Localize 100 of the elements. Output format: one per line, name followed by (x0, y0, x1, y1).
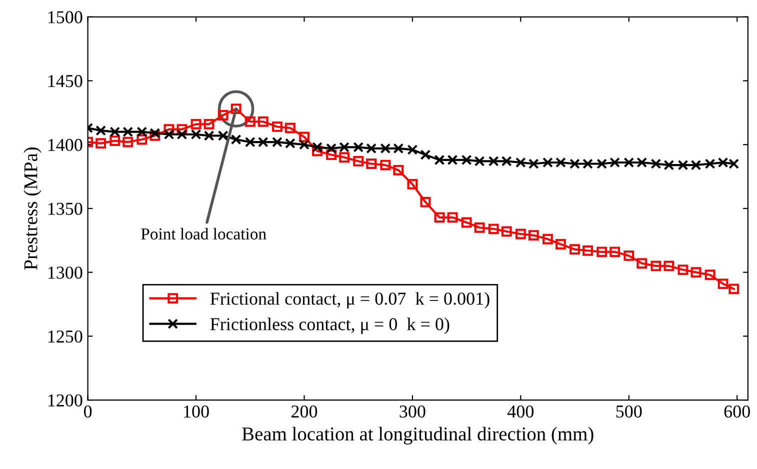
point (555, 157, 566, 168)
point (636, 157, 648, 168)
point (393, 143, 404, 154)
point (420, 150, 431, 160)
point (164, 124, 174, 134)
point (122, 136, 134, 148)
point (339, 152, 350, 163)
point (312, 142, 322, 152)
point (407, 178, 418, 190)
point (136, 134, 148, 145)
point (624, 157, 634, 168)
point (380, 143, 391, 154)
point (528, 230, 539, 241)
point (150, 128, 160, 138)
point (718, 278, 728, 290)
point (353, 156, 364, 166)
point (636, 258, 648, 269)
legend-label: Frictionless contact, μ = 0 k = 0) (210, 318, 450, 334)
point (555, 239, 566, 250)
point (474, 156, 485, 166)
point (501, 156, 512, 166)
point (704, 270, 716, 280)
y-tick-label: 1250 (48, 330, 82, 343)
point (528, 158, 539, 169)
point (570, 158, 580, 169)
point (299, 132, 310, 142)
point (542, 234, 553, 244)
point (353, 142, 364, 152)
point (136, 126, 148, 138)
y-tick-label: 1200 (48, 394, 82, 406)
point (326, 143, 337, 154)
point (190, 118, 202, 130)
point (582, 245, 593, 256)
point (461, 217, 472, 228)
point (447, 212, 458, 223)
x-tick-label: 100 (184, 405, 209, 418)
point (244, 116, 256, 127)
point (650, 260, 662, 272)
point (204, 118, 214, 130)
point (230, 134, 242, 145)
y-axis-title: Prestress (MPa) (24, 147, 42, 270)
y-tick-label: 1350 (48, 202, 82, 215)
point (420, 196, 431, 208)
point (542, 157, 553, 168)
point (610, 157, 620, 168)
point (218, 110, 228, 120)
point (728, 284, 740, 294)
point (624, 250, 634, 261)
point (582, 158, 593, 169)
point (570, 244, 580, 255)
point (258, 116, 268, 127)
x-tick-label: 500 (616, 405, 642, 418)
point (96, 125, 106, 136)
x-tick-label: 0 (84, 405, 92, 418)
point (461, 154, 472, 166)
point (176, 124, 188, 134)
point (218, 130, 228, 141)
point (164, 129, 174, 140)
point (650, 158, 662, 169)
point (244, 136, 256, 148)
x-axis-title: Beam location at longitudinal direction (mm) (242, 426, 594, 445)
point (596, 158, 608, 169)
point (312, 146, 322, 156)
point (488, 224, 499, 234)
point (96, 138, 106, 149)
point (596, 246, 608, 258)
point (284, 138, 296, 149)
y-tick-label: 1450 (48, 75, 82, 88)
point (299, 139, 310, 150)
point (610, 246, 620, 258)
point (474, 222, 485, 233)
point (339, 142, 350, 152)
point (501, 226, 512, 237)
point (515, 228, 526, 240)
point (176, 129, 188, 140)
point (407, 144, 418, 155)
point (366, 158, 377, 169)
x-tick-label: 400 (507, 405, 534, 418)
point (110, 126, 120, 138)
point (110, 136, 120, 146)
point (515, 157, 526, 168)
point (488, 156, 499, 166)
point (678, 264, 688, 275)
point (122, 126, 134, 138)
annotation: Point load location (141, 228, 266, 240)
point (326, 150, 337, 160)
legend-label: Frictional contact, μ = 0.07 k = 0.001) (210, 292, 490, 308)
point (678, 160, 688, 170)
point (272, 136, 282, 148)
point (258, 136, 268, 148)
point (704, 158, 716, 169)
point (204, 130, 214, 141)
point (150, 130, 160, 141)
point (664, 160, 674, 170)
point (284, 122, 296, 134)
point (690, 160, 702, 170)
point (664, 260, 674, 272)
x-tick-label: 200 (291, 405, 318, 418)
x-tick-label: 300 (400, 405, 426, 418)
point (434, 154, 445, 166)
